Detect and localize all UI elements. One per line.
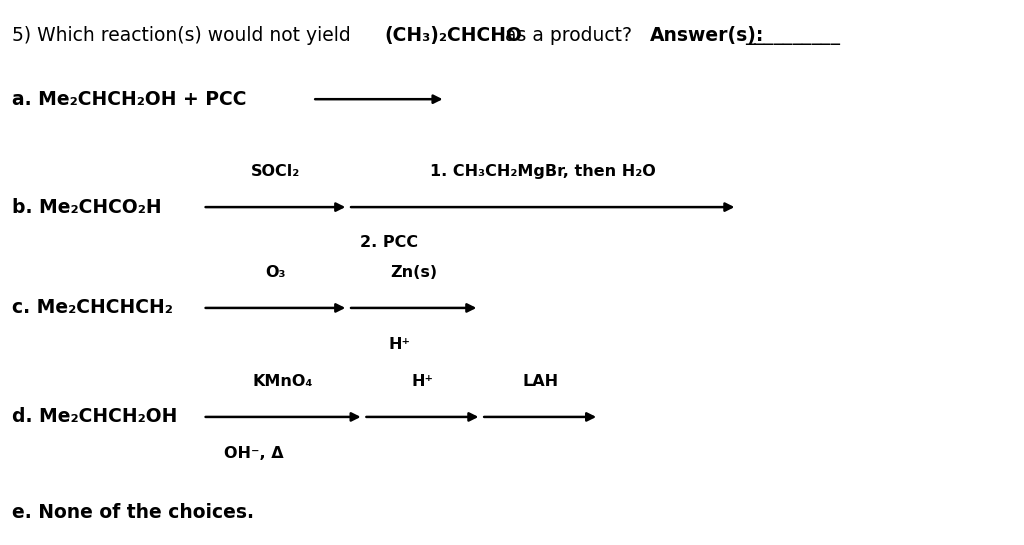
Text: 5) Which reaction(s) would not yield: 5) Which reaction(s) would not yield [12,26,357,45]
Text: a. Me₂CHCH₂OH + PCC: a. Me₂CHCH₂OH + PCC [12,90,247,108]
Text: (CH₃)₂CHCHO: (CH₃)₂CHCHO [384,26,522,45]
Text: d. Me₂CHCH₂OH: d. Me₂CHCH₂OH [12,408,177,426]
Text: Answer(s):: Answer(s): [650,26,765,45]
Text: __________: __________ [745,26,841,45]
Text: 2. PCC: 2. PCC [360,235,418,250]
Text: Zn(s): Zn(s) [390,265,437,280]
Text: b. Me₂CHCO₂H: b. Me₂CHCO₂H [12,198,162,216]
Text: H⁺: H⁺ [388,337,411,352]
Text: 1. CH₃CH₂MgBr, then H₂O: 1. CH₃CH₂MgBr, then H₂O [430,164,655,179]
Text: LAH: LAH [522,374,559,389]
Text: e. None of the choices.: e. None of the choices. [12,503,254,522]
Text: KMnO₄: KMnO₄ [253,374,312,389]
Text: c. Me₂CHCHCH₂: c. Me₂CHCHCH₂ [12,299,173,317]
Text: as a product?: as a product? [499,26,632,45]
Text: H⁺: H⁺ [412,374,434,389]
Text: SOCl₂: SOCl₂ [251,164,300,179]
Text: O₃: O₃ [265,265,286,280]
Text: OH⁻, Δ: OH⁻, Δ [224,446,284,461]
